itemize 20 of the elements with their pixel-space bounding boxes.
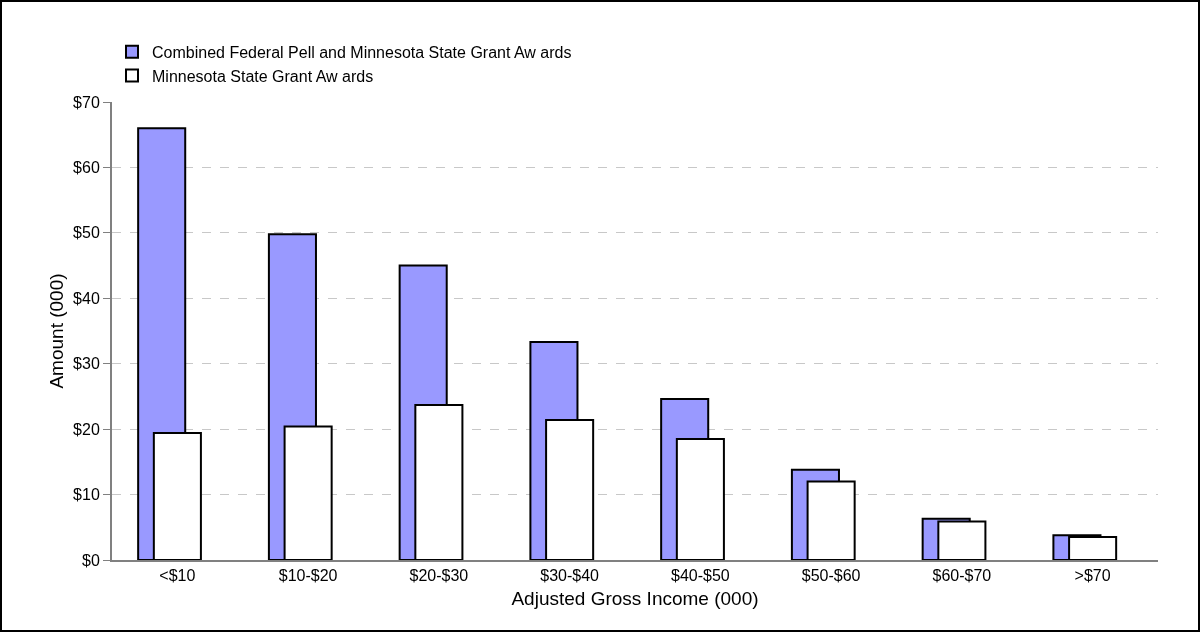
y-tick-label: $20 (73, 420, 100, 438)
y-axis-title: Amount (000) (46, 273, 67, 389)
x-tick-label: <$10 (159, 567, 196, 585)
y-tick-label: $50 (73, 224, 100, 242)
legend-label: Minnesota State Grant Aw ards (152, 67, 374, 85)
y-tick-label: $60 (73, 159, 100, 177)
x-axis-title: Adjusted Gross Income (000) (511, 587, 759, 609)
y-tick-label: $30 (73, 355, 100, 373)
x-tick-label: $20-$30 (409, 567, 469, 585)
x-tick-label: $50-$60 (801, 567, 861, 585)
x-tick-label: $10-$20 (278, 567, 338, 585)
legend-label: Combined Federal Pell and Minnesota State Grant Aw ards (152, 43, 572, 61)
x-tick-label: >$70 (1074, 567, 1111, 585)
x-tick-label: $40-$50 (671, 567, 730, 585)
x-tick-label: $30-$40 (540, 567, 600, 585)
y-tick-label: $0 (82, 551, 100, 569)
x-tick-label: $60-$70 (932, 567, 992, 585)
y-tick-label: $40 (73, 289, 100, 307)
y-tick-label: $10 (73, 486, 100, 504)
y-tick-label: $70 (73, 93, 100, 111)
